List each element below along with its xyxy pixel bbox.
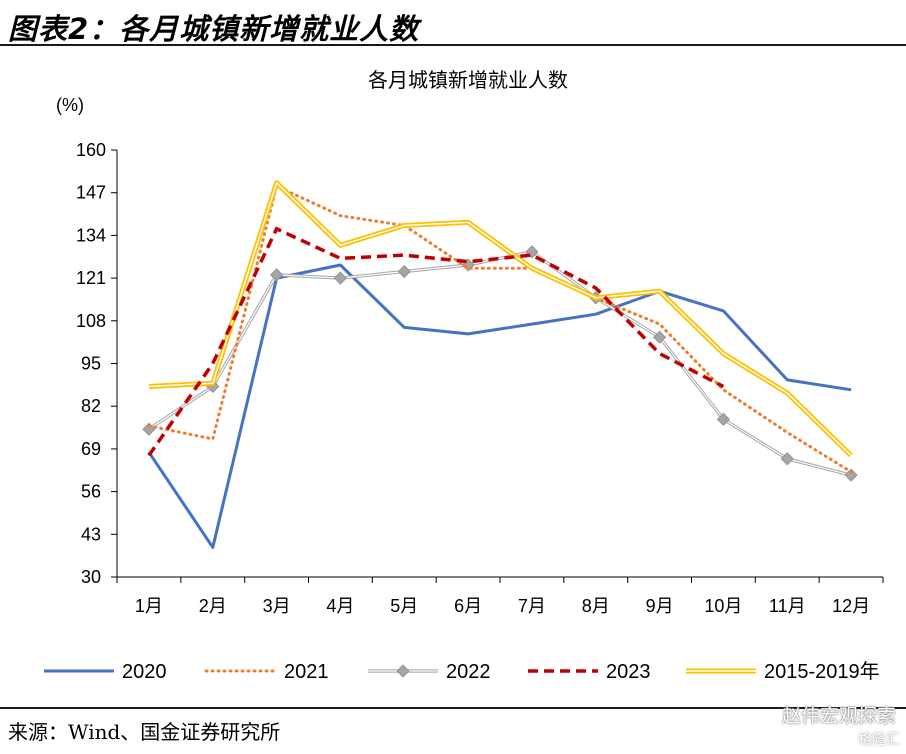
watermark: 赵伟宏观探索: [781, 705, 896, 727]
legend-marker: [396, 664, 410, 678]
data-point-2022: [844, 468, 858, 482]
series-line-2020: [147, 263, 852, 549]
legend-label: 2021: [284, 661, 329, 683]
data-point-2022: [653, 330, 667, 344]
x-tick-label: 9月: [646, 596, 674, 616]
series-line-2023: [147, 226, 725, 457]
x-tick-label: 11月: [769, 596, 806, 616]
series-line-2022-inner: [148, 251, 852, 476]
y-axis-label: (%): [56, 95, 84, 115]
legend-label: 2015-2019年: [764, 660, 880, 683]
x-tick-label: 6月: [454, 596, 482, 616]
data-point-2022: [270, 268, 284, 282]
top-divider: [0, 44, 906, 46]
x-tick-label: 1月: [135, 596, 163, 616]
y-tick-label: 95: [81, 354, 101, 374]
line-chart: 各月城镇新增就业人数 (%) 30 43 56 69 82 95 108 121 134 147 1…: [44, 68, 884, 683]
series-line-2015-2019年-inner: [148, 182, 852, 457]
x-tick-label: 2月: [199, 596, 227, 616]
legend-label: 2023: [606, 661, 651, 683]
source-note: 来源：Wind、国金证券研究所: [8, 720, 281, 744]
data-point-2022: [142, 422, 156, 436]
y-tick-label: 108: [76, 311, 106, 331]
y-tick-label: 147: [76, 183, 106, 203]
y-tick-label: 69: [81, 439, 101, 459]
y-tick-label: 160: [76, 140, 106, 160]
x-tick-label: 4月: [326, 596, 354, 616]
x-tick-label: 12月: [832, 596, 870, 616]
data-point-2022: [780, 452, 794, 466]
legend-label: 2020: [122, 661, 167, 683]
data-point-2022: [525, 245, 539, 259]
figure-title: 图表2：各月城镇新增就业人数: [8, 12, 420, 46]
series-line-2022: [148, 250, 852, 477]
data-point-2022: [716, 412, 730, 426]
legend: 2020 2021 2022 2023 2015-2019年: [44, 660, 880, 683]
x-tick-label: 5月: [390, 596, 418, 616]
data-point-2022: [333, 271, 347, 285]
chart-title: 各月城镇新增就业人数: [368, 68, 568, 92]
y-tick-label: 30: [81, 567, 101, 587]
watermark-sub: 格隆汇: [858, 732, 900, 748]
y-tick-label: 121: [76, 268, 106, 288]
bottom-divider: [0, 707, 906, 709]
x-tick-label: 8月: [582, 596, 610, 616]
y-tick-label: 56: [81, 482, 101, 502]
x-axis: 1月 2月 3月 4月 5月 6月 7月 8月 9月 10月 11月 12月: [116, 576, 884, 616]
x-tick-label: 7月: [518, 596, 546, 616]
y-tick-label: 134: [76, 225, 106, 245]
legend-label: 2022: [446, 661, 491, 683]
y-tick-label: 82: [81, 396, 101, 416]
series-layer: [142, 180, 858, 549]
data-point-2022: [397, 264, 411, 279]
x-tick-label: 10月: [704, 596, 742, 616]
series-line-2015-2019年: [148, 180, 853, 458]
y-tick-label: 43: [81, 524, 101, 544]
y-axis: 30 43 56 69 82 95 108 121 134 147 160: [76, 140, 118, 587]
series-line-2021: [147, 183, 853, 474]
x-tick-label: 3月: [263, 596, 291, 616]
